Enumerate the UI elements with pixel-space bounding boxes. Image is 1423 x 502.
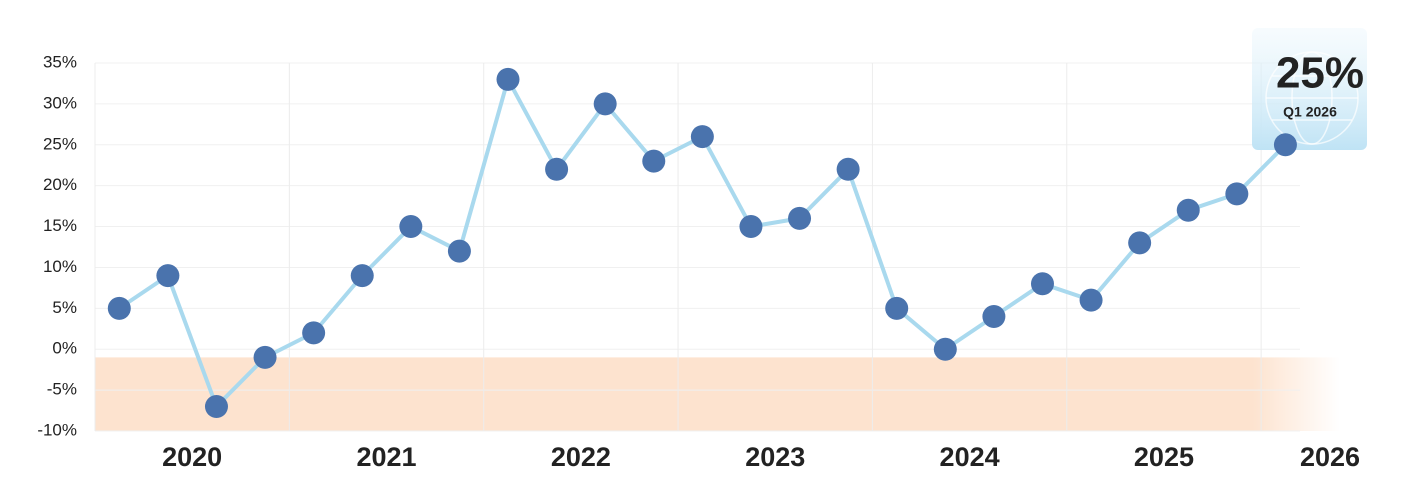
data-point [739, 215, 763, 239]
x-tick-label: 2021 [356, 442, 416, 472]
data-point [1079, 288, 1103, 312]
data-point [204, 394, 228, 418]
data-point [107, 296, 131, 320]
data-point [350, 264, 374, 288]
globe-icon [1265, 51, 1359, 145]
callout-value: 25% [1276, 49, 1364, 98]
negative-band [95, 357, 1340, 431]
x-tick-label: 2026 [1300, 442, 1360, 472]
data-point [1128, 231, 1152, 255]
data-point [253, 345, 277, 369]
x-tick-label: 2020 [162, 442, 222, 472]
x-tick-label: 2025 [1134, 442, 1194, 472]
y-tick-label: 0% [52, 339, 77, 358]
y-tick-label: 25% [43, 134, 77, 153]
callout-label: Q1 2026 [1283, 104, 1337, 120]
data-point [545, 157, 569, 181]
data-point [1273, 133, 1297, 157]
data-point [399, 215, 423, 239]
data-point [1225, 182, 1249, 206]
data-point [447, 239, 471, 263]
data-point [496, 67, 520, 91]
data-point [885, 296, 909, 320]
y-tick-label: 10% [43, 257, 77, 276]
data-point [836, 157, 860, 181]
data-point [982, 305, 1006, 329]
data-point [788, 206, 812, 230]
data-point [642, 149, 666, 173]
y-tick-label: 15% [43, 216, 77, 235]
y-tick-label: 5% [52, 298, 77, 317]
data-point [156, 264, 180, 288]
x-tick-label: 2023 [745, 442, 805, 472]
data-point [1030, 272, 1054, 296]
data-point [690, 125, 714, 149]
data-point [1176, 198, 1200, 222]
y-tick-label: 35% [43, 52, 77, 71]
x-tick-label: 2024 [940, 442, 1000, 472]
callout [1252, 28, 1367, 150]
data-point [933, 337, 957, 361]
y-tick-label: 30% [43, 93, 77, 112]
data-point [593, 92, 617, 116]
y-tick-label: -5% [47, 380, 77, 399]
y-tick-label: 20% [43, 175, 77, 194]
y-tick-label: -10% [37, 420, 77, 439]
x-tick-label: 2022 [551, 442, 611, 472]
data-point [302, 321, 326, 345]
